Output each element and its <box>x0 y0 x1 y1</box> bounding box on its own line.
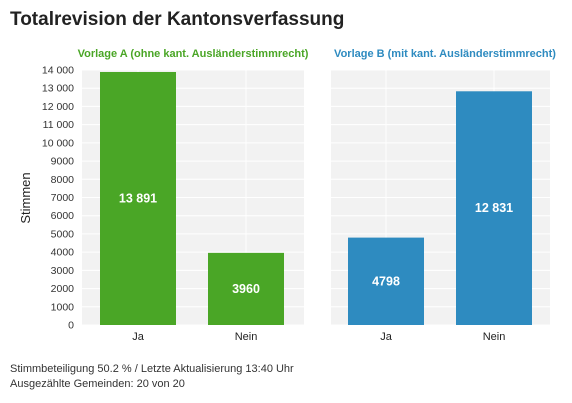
vorlage-a-value-label-nein: 3960 <box>232 282 260 296</box>
y-tick-label: 8000 <box>51 174 75 186</box>
vorlage-b-category-label-nein: Nein <box>483 331 506 343</box>
y-tick-label: 12 000 <box>42 101 74 113</box>
y-tick-label: 11 000 <box>43 119 74 131</box>
vorlage-a-bar-nein <box>208 252 284 325</box>
y-tick-label: 5000 <box>51 228 75 240</box>
vorlage-b-value-label-nein: 12 831 <box>475 201 513 215</box>
page-title: Totalrevision der Kantonsverfassung <box>10 9 345 30</box>
chart: Vorlage A (ohne kant. Ausländerstimmrech… <box>18 48 556 343</box>
vorlage-a-value-label-ja: 13 891 <box>119 191 157 205</box>
y-tick-label: 1000 <box>51 301 75 313</box>
y-tick-label: 10 000 <box>42 137 74 149</box>
vorlage-a-category-label-nein: Nein <box>235 331 258 343</box>
counted-municipalities-text: Ausgezählte Gemeinden: 20 von 20 <box>10 378 185 390</box>
turnout-text: Stimmbeteiligung 50.2 % / Letzte Aktuali… <box>10 363 294 375</box>
vorlage-a-panel-title: Vorlage A (ohne kant. Ausländerstimmrech… <box>78 48 309 60</box>
y-tick-label: 13 000 <box>42 83 74 95</box>
chart-footer: Stimmbeteiligung 50.2 % / Letzte Aktuali… <box>10 362 294 392</box>
vorlage-b-value-label-ja: 4798 <box>372 274 400 288</box>
y-tick-label: 2000 <box>51 283 75 295</box>
y-tick-label: 3000 <box>51 265 75 277</box>
vorlage-b-bar-ja <box>348 237 424 325</box>
y-tick-label: 14 000 <box>42 65 74 77</box>
y-tick-label: 0 <box>68 320 74 332</box>
y-tick-label: 7000 <box>51 192 75 204</box>
y-tick-label: 4000 <box>51 247 75 259</box>
y-tick-label: 9000 <box>51 156 75 168</box>
y-axis-title: Stimmen <box>18 172 33 223</box>
y-tick-label: 6000 <box>51 210 75 222</box>
vorlage-a-category-label-ja: Ja <box>132 331 145 343</box>
vorlage-b-panel-title: Vorlage B (mit kant. Ausländerstimmrecht… <box>334 48 556 60</box>
vorlage-b-bar-nein <box>456 91 532 325</box>
vorlage-a-bar-ja <box>100 71 176 326</box>
vorlage-b-category-label-ja: Ja <box>380 331 393 343</box>
